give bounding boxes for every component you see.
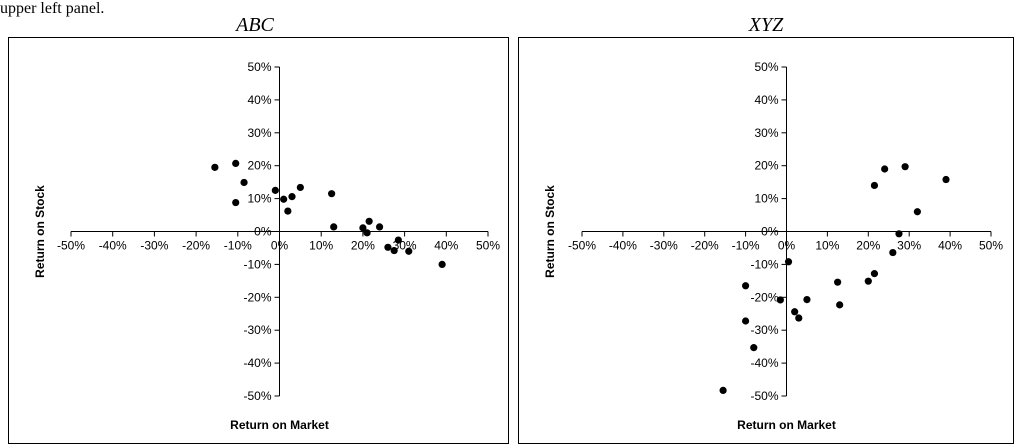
y-axis-title: Return on Stock [543, 185, 557, 278]
data-point [864, 277, 872, 285]
data-point [836, 301, 844, 309]
data-point [363, 229, 371, 237]
x-axis-title: Return on Market [737, 418, 836, 432]
x-tick-label: 50% [476, 239, 500, 253]
x-tick-label: 20% [351, 239, 375, 253]
y-tick-label: 10% [247, 192, 271, 206]
data-point [895, 230, 903, 238]
y-tick-label: -50% [243, 389, 271, 403]
y-tick-label: 40% [754, 93, 778, 107]
y-tick-label: -50% [750, 389, 778, 403]
data-point [280, 195, 288, 203]
data-point [834, 278, 842, 286]
y-tick-label: 20% [247, 159, 271, 173]
data-point [390, 246, 398, 255]
data-point [240, 178, 248, 187]
y-tick-label: -30% [243, 323, 271, 337]
y-tick-label: -40% [750, 356, 778, 370]
data-point [405, 247, 413, 255]
x-axis-title: Return on Market [230, 418, 329, 432]
x-tick-label: -50% [568, 239, 596, 253]
y-tick-label: -10% [750, 257, 778, 271]
data-point [889, 248, 897, 257]
data-point [870, 181, 879, 190]
y-tick-label: 0% [761, 225, 779, 239]
y-tick-label: 40% [247, 93, 271, 107]
x-tick-label: -50% [57, 239, 85, 253]
y-tick-label: 30% [754, 126, 778, 140]
data-point [803, 296, 811, 304]
x-tick-label: 0% [271, 239, 289, 253]
y-axis-title: Return on Stock [33, 185, 47, 278]
chart-title-abc: ABC [236, 14, 274, 36]
data-point [742, 282, 750, 290]
data-point [271, 186, 279, 194]
y-tick-label: 50% [247, 60, 271, 74]
data-point [284, 207, 292, 215]
data-point [795, 314, 803, 322]
data-point [330, 223, 338, 231]
x-tick-label: 40% [434, 239, 458, 253]
scatter-chart-xyz: -50% -40% -30% -20% -10% 0% 10% 20% 30% 40% 50%50%… [518, 37, 1014, 444]
x-tick-label: -10% [732, 239, 760, 253]
y-tick-label: -20% [243, 290, 271, 304]
data-point [776, 296, 784, 304]
x-tick-label: 20% [856, 239, 880, 253]
data-point [375, 223, 384, 231]
x-tick-label: -20% [691, 239, 719, 253]
y-tick-label: -30% [750, 323, 778, 337]
data-point [288, 193, 296, 201]
x-tick-label: 0% [778, 239, 796, 253]
scatter-chart-abc: -50% -40% -30% -20% -10% 0% 10% 20% 30% 40% 50%50%… [8, 37, 509, 444]
data-point [942, 175, 950, 184]
y-tick-label: 30% [247, 126, 271, 140]
y-tick-label: -40% [243, 356, 271, 370]
data-point [296, 183, 304, 192]
y-tick-label: -20% [750, 290, 778, 304]
data-point [791, 308, 799, 316]
data-point [881, 165, 889, 173]
y-tick-label: 20% [754, 159, 778, 173]
x-tick-label: 10% [309, 239, 333, 253]
data-point [365, 217, 373, 225]
data-point [719, 386, 727, 395]
x-tick-label: -40% [609, 239, 637, 253]
x-tick-label: -30% [140, 239, 168, 253]
data-point [870, 270, 879, 278]
data-point [394, 236, 402, 244]
data-point [384, 243, 392, 251]
data-point [901, 163, 909, 171]
data-point [438, 260, 446, 268]
data-point [232, 198, 240, 207]
x-tick-label: -20% [182, 239, 210, 253]
x-tick-label: 30% [897, 239, 921, 253]
y-tick-label: 0% [254, 225, 272, 239]
y-tick-label: -10% [243, 257, 271, 271]
y-tick-label: 10% [754, 192, 778, 206]
x-tick-label: 40% [938, 239, 962, 253]
x-tick-label: 10% [815, 239, 839, 253]
chart-frame [8, 37, 509, 444]
x-tick-label: -40% [99, 239, 127, 253]
data-point [742, 317, 750, 325]
x-tick-label: -10% [224, 239, 252, 253]
chart-title-xyz: XYZ [748, 14, 784, 36]
data-point [359, 224, 367, 232]
data-point [232, 159, 240, 167]
data-point [750, 344, 758, 352]
y-tick-label: 50% [754, 60, 778, 74]
data-point [328, 190, 336, 198]
data-point [211, 163, 219, 171]
x-tick-label: -30% [650, 239, 678, 253]
data-point [913, 208, 921, 216]
caption-text: upper left panel. [0, 0, 105, 17]
x-tick-label: 50% [979, 239, 1003, 253]
data-point [784, 258, 793, 266]
chart-frame [518, 37, 1014, 444]
